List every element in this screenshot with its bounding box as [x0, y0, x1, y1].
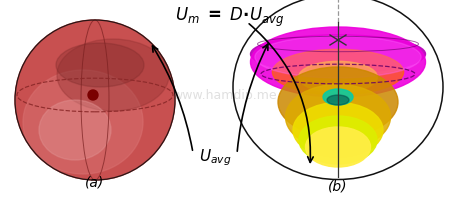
- Ellipse shape: [323, 89, 353, 105]
- Ellipse shape: [251, 27, 426, 97]
- Text: (a): (a): [86, 176, 104, 190]
- Ellipse shape: [278, 67, 398, 137]
- Ellipse shape: [285, 84, 391, 150]
- Ellipse shape: [299, 116, 377, 164]
- Ellipse shape: [327, 95, 349, 105]
- Ellipse shape: [57, 39, 169, 111]
- Ellipse shape: [299, 61, 378, 93]
- Ellipse shape: [15, 20, 175, 180]
- Ellipse shape: [23, 70, 143, 174]
- Ellipse shape: [293, 102, 383, 158]
- Circle shape: [88, 90, 98, 100]
- Ellipse shape: [56, 43, 144, 87]
- Ellipse shape: [251, 35, 426, 73]
- Text: $\mathbf{\mathit{U_{avg}}}$: $\mathbf{\mathit{U_{avg}}}$: [199, 148, 231, 168]
- Text: (b): (b): [328, 179, 348, 193]
- Ellipse shape: [306, 127, 370, 167]
- Text: $\mathbf{\mathit{U_m}}$ $\mathbf{=}$ $\mathbf{\mathit{D}}$$\mathbf{\cdot}$$\math: $\mathbf{\mathit{U_m}}$ $\mathbf{=}$ $\m…: [176, 6, 284, 29]
- Ellipse shape: [272, 49, 404, 95]
- Ellipse shape: [39, 100, 111, 160]
- Text: www.hamdip.me: www.hamdip.me: [173, 88, 277, 102]
- Ellipse shape: [255, 36, 421, 78]
